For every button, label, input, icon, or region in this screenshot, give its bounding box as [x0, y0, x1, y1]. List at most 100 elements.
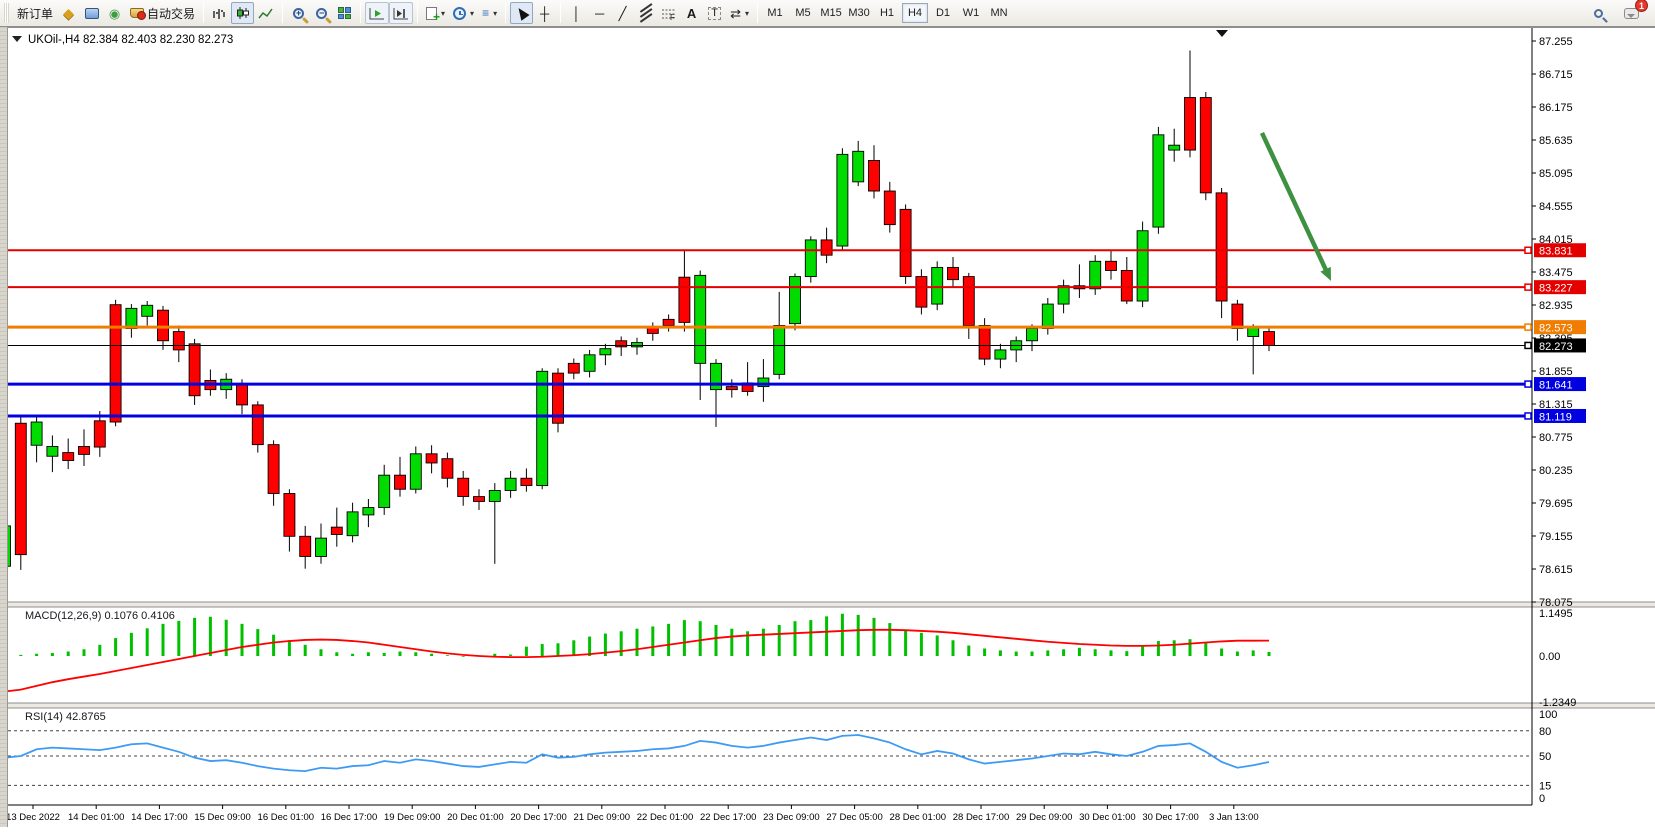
- zoom-out-button[interactable]: −: [310, 2, 333, 24]
- chart-canvas[interactable]: 87.255 86.715 86.175 85.635 85.095 84.555 84.0…: [0, 27, 1655, 827]
- market-depth-button[interactable]: ◉: [103, 2, 126, 24]
- search-button[interactable]: [1587, 2, 1610, 24]
- chart-shift-marker[interactable]: [1216, 30, 1228, 37]
- timeframe-h4-button[interactable]: H4: [902, 3, 929, 23]
- periods-button[interactable]: ▾: [449, 2, 478, 24]
- svg-text:87.255: 87.255: [1539, 36, 1573, 48]
- bear-candle: [868, 160, 880, 192]
- zoom-in-icon: +: [293, 7, 310, 24]
- bull-candle: [315, 537, 327, 557]
- trend-arrow-head[interactable]: [1320, 266, 1331, 281]
- bear-candle: [93, 420, 106, 448]
- vertical-line-icon: │: [572, 5, 581, 21]
- svg-text:86.715: 86.715: [1539, 69, 1573, 81]
- macd-label: MACD(12,26,9) 0.1076 0.4106: [25, 610, 175, 622]
- svg-text:83.831: 83.831: [1539, 246, 1573, 258]
- timeframe-m15-button[interactable]: M15: [820, 7, 842, 19]
- timeframe-m1-button[interactable]: M1: [767, 7, 783, 19]
- bull-candle: [631, 342, 643, 348]
- timeframe-mn-button[interactable]: MN: [990, 7, 1008, 19]
- bar-chart-mode-button[interactable]: [208, 2, 231, 24]
- bear-candle: [14, 422, 27, 556]
- svg-text:3 Jan 13:00: 3 Jan 13:00: [1209, 812, 1259, 823]
- template-icon: ≡: [482, 6, 490, 20]
- templates-button[interactable]: ≡ ▾: [478, 2, 501, 24]
- svg-text:20 Dec 01:00: 20 Dec 01:00: [447, 812, 504, 823]
- chart-shift-button[interactable]: [389, 2, 414, 24]
- dropdown-arrow-icon: ▾: [745, 8, 750, 18]
- timeframe-m30-button[interactable]: M30: [848, 7, 870, 19]
- cursor-icon: [514, 5, 530, 21]
- text-label-tool-button[interactable]: T: [703, 2, 726, 24]
- horizontal-line-icon: ─: [594, 5, 605, 21]
- bull-candle: [30, 421, 43, 446]
- text-tool-button[interactable]: A: [680, 2, 703, 24]
- timeframe-group: M1 M5 M15 M30 H1 H4 D1 W1 MN: [762, 3, 1012, 23]
- symbol-dropdown-icon[interactable]: [12, 36, 22, 42]
- auto-scroll-icon: [369, 7, 385, 19]
- new-order-button[interactable]: 新订单: [13, 2, 57, 24]
- svg-text:84.015: 84.015: [1539, 234, 1573, 246]
- zoom-out-icon: −: [316, 7, 333, 24]
- bull-candle: [757, 377, 770, 388]
- timeframe-m5-button[interactable]: M5: [795, 7, 811, 19]
- fibonacci-tool-button[interactable]: F: [657, 2, 680, 24]
- timeframe-d1-button[interactable]: D1: [935, 7, 951, 19]
- separator: [757, 3, 759, 23]
- bear-candle: [172, 331, 185, 351]
- separator: [417, 3, 419, 23]
- bull-candle: [1168, 144, 1181, 151]
- svg-text:20 Dec 17:00: 20 Dec 17:00: [510, 812, 567, 823]
- toolbar-grip[interactable]: [4, 3, 9, 23]
- svg-text:22 Dec 17:00: 22 Dec 17:00: [700, 812, 757, 823]
- auto-trading-button[interactable]: 自动交易: [126, 2, 199, 24]
- price-label-badge: 82.573: [1524, 320, 1586, 335]
- bull-candle: [789, 276, 801, 325]
- bear-candle: [330, 526, 343, 535]
- bear-candle: [1184, 97, 1196, 151]
- svg-text:28 Dec 17:00: 28 Dec 17:00: [953, 812, 1010, 823]
- timeframe-w1-button[interactable]: W1: [962, 7, 980, 19]
- candlestick-mode-button[interactable]: [231, 2, 255, 24]
- bear-candle: [78, 446, 90, 455]
- bull-candle: [599, 348, 612, 356]
- crosshair-tool-button[interactable]: ┼: [533, 2, 556, 24]
- chat-bubble-icon: [1624, 7, 1639, 19]
- bear-candle: [473, 496, 485, 502]
- svg-text:30 Dec 01:00: 30 Dec 01:00: [1079, 812, 1136, 823]
- bull-candle: [852, 150, 865, 183]
- tile-windows-button[interactable]: [333, 2, 356, 24]
- svg-text:84.555: 84.555: [1539, 201, 1573, 213]
- bear-candle: [1105, 260, 1117, 271]
- new-chart-button[interactable]: ◆: [57, 2, 80, 24]
- trendline-icon: ╱: [618, 5, 627, 21]
- horizontal-line-tool-button[interactable]: ─: [588, 2, 611, 24]
- vertical-line-tool-button[interactable]: │: [565, 2, 588, 24]
- indicators-button[interactable]: ▾: [422, 2, 449, 24]
- notifications-button[interactable]: 1: [1620, 0, 1648, 24]
- timeframe-h1-button[interactable]: H1: [879, 7, 895, 19]
- pane-separator[interactable]: [0, 602, 1655, 607]
- auto-scroll-button[interactable]: [365, 2, 390, 24]
- bear-candle: [678, 276, 691, 323]
- svg-text:80: 80: [1539, 726, 1551, 738]
- bear-candle: [883, 190, 896, 226]
- pane-separator[interactable]: [0, 703, 1655, 708]
- cursor-tool-button[interactable]: [510, 2, 534, 24]
- bull-candle: [346, 511, 359, 537]
- profile-button[interactable]: [80, 2, 103, 24]
- arrows-tool-button[interactable]: ⇄ ▾: [726, 2, 753, 24]
- trend-arrow-object[interactable]: [1259, 132, 1329, 273]
- svg-text:78.615: 78.615: [1539, 564, 1573, 576]
- channel-tool-button[interactable]: [634, 2, 657, 24]
- bull-candle: [46, 446, 59, 457]
- line-chart-mode-button[interactable]: [254, 2, 278, 24]
- macd-pane: MACD(12,26,9) 0.1076 0.4106: [3, 610, 1271, 693]
- trendline-tool-button[interactable]: ╱: [611, 2, 634, 24]
- bear-candle: [109, 304, 122, 423]
- zoom-in-button[interactable]: +: [287, 2, 310, 24]
- new-order-label: 新订单: [17, 6, 54, 21]
- bear-candle: [267, 444, 280, 494]
- svg-text:82.935: 82.935: [1539, 300, 1573, 312]
- separator: [203, 3, 205, 23]
